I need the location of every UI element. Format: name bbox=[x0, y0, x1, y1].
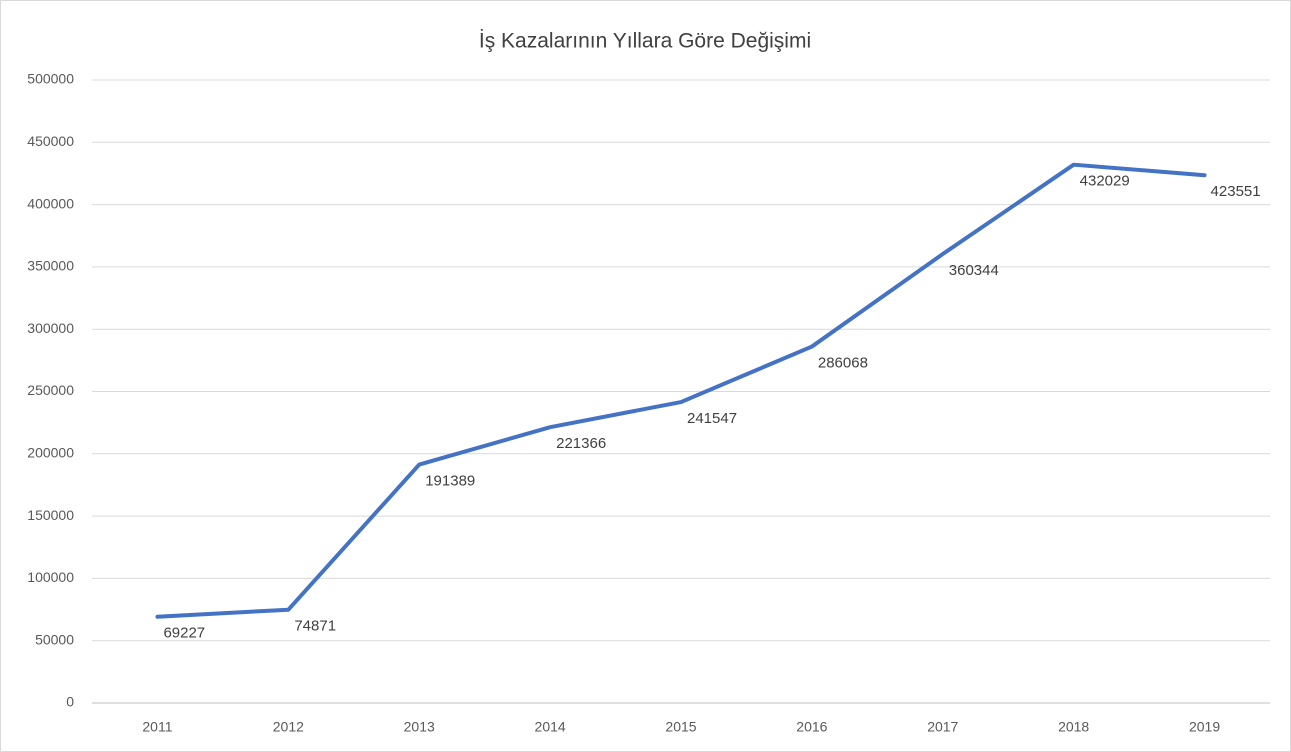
data-line bbox=[155, 162, 1207, 619]
y-tick-label: 300000 bbox=[27, 320, 74, 336]
y-tick-label: 350000 bbox=[27, 258, 74, 274]
y-tick-label: 500000 bbox=[27, 71, 74, 87]
data-label: 69227 bbox=[163, 625, 205, 642]
x-tick-label: 2017 bbox=[927, 719, 958, 735]
y-tick-label: 100000 bbox=[27, 569, 74, 585]
y-tick-label: 50000 bbox=[35, 631, 74, 647]
chart-title: İş Kazalarının Yıllara Göre Değişimi bbox=[479, 30, 811, 53]
data-label: 432029 bbox=[1080, 173, 1130, 190]
data-label: 360344 bbox=[949, 262, 999, 279]
x-tick-label: 2013 bbox=[404, 719, 435, 735]
x-tick-label: 2012 bbox=[273, 719, 304, 735]
x-tick-label: 2019 bbox=[1189, 719, 1220, 735]
x-tick-label: 2015 bbox=[665, 719, 696, 735]
data-label: 286068 bbox=[818, 355, 868, 372]
y-tick-label: 0 bbox=[66, 694, 74, 710]
x-tick-label: 2016 bbox=[796, 719, 827, 735]
data-label: 423551 bbox=[1211, 183, 1261, 200]
y-tick-label: 450000 bbox=[27, 133, 74, 149]
y-tick-label: 150000 bbox=[27, 507, 74, 523]
data-label: 74871 bbox=[294, 618, 336, 635]
data-label: 191389 bbox=[425, 472, 475, 489]
data-label: 241547 bbox=[687, 410, 737, 427]
x-tick-label: 2014 bbox=[535, 719, 566, 735]
y-tick-label: 250000 bbox=[27, 382, 74, 398]
x-tick-label: 2018 bbox=[1058, 719, 1089, 735]
x-tick-label: 2011 bbox=[142, 719, 172, 735]
y-tick-label: 400000 bbox=[27, 195, 74, 211]
y-tick-label: 200000 bbox=[27, 445, 74, 461]
data-label: 221366 bbox=[556, 435, 606, 452]
